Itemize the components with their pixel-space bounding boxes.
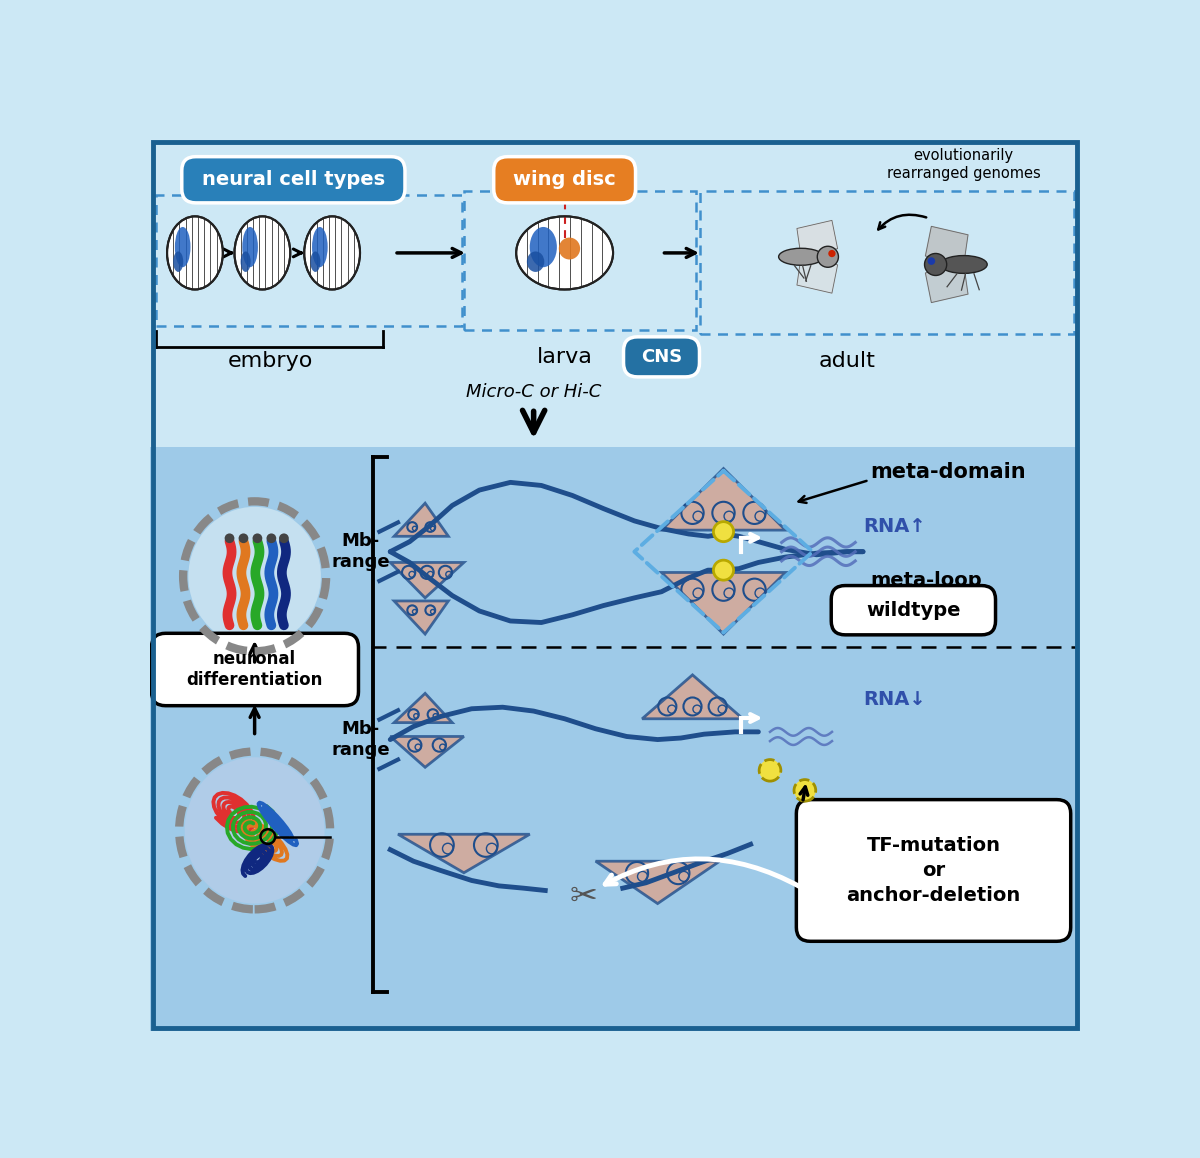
Ellipse shape	[241, 251, 251, 272]
FancyBboxPatch shape	[181, 156, 404, 203]
Bar	[150, 139, 1080, 449]
Circle shape	[817, 247, 839, 267]
Text: wing disc: wing disc	[514, 170, 616, 189]
Polygon shape	[925, 264, 968, 302]
Text: Mb-
range: Mb- range	[331, 533, 390, 571]
Polygon shape	[398, 834, 529, 873]
Text: wildtype: wildtype	[866, 601, 961, 620]
Text: larva: larva	[536, 347, 593, 367]
Polygon shape	[797, 257, 838, 293]
Circle shape	[224, 534, 234, 543]
Text: adult: adult	[820, 351, 876, 371]
Text: meta-loop: meta-loop	[871, 571, 983, 589]
Ellipse shape	[941, 256, 988, 273]
Text: evolutionarily
rearranged genomes: evolutionarily rearranged genomes	[887, 148, 1040, 181]
Ellipse shape	[527, 251, 545, 272]
Polygon shape	[925, 226, 968, 264]
Ellipse shape	[167, 217, 223, 290]
Polygon shape	[797, 220, 838, 257]
Text: TF-mutation
or
anchor-deletion: TF-mutation or anchor-deletion	[846, 836, 1021, 904]
Polygon shape	[394, 504, 449, 536]
FancyBboxPatch shape	[832, 586, 996, 635]
FancyBboxPatch shape	[151, 633, 359, 705]
Text: CNS: CNS	[641, 347, 682, 366]
Circle shape	[928, 257, 935, 265]
Polygon shape	[661, 572, 786, 635]
Ellipse shape	[242, 227, 258, 267]
Text: embryo: embryo	[228, 351, 313, 371]
Bar	[156, 196, 462, 327]
Ellipse shape	[173, 251, 184, 272]
Circle shape	[266, 534, 276, 543]
Ellipse shape	[529, 227, 557, 267]
Polygon shape	[394, 601, 449, 635]
Bar	[701, 191, 1074, 334]
Polygon shape	[642, 675, 743, 719]
Ellipse shape	[175, 227, 191, 267]
Text: Mb-
range: Mb- range	[331, 720, 390, 758]
Circle shape	[252, 534, 263, 543]
Circle shape	[714, 521, 733, 542]
Ellipse shape	[305, 217, 360, 290]
FancyBboxPatch shape	[493, 156, 636, 203]
Circle shape	[924, 254, 947, 276]
Polygon shape	[661, 469, 786, 530]
Ellipse shape	[311, 251, 320, 272]
Ellipse shape	[559, 237, 580, 259]
Circle shape	[280, 534, 289, 543]
Text: RNA↓: RNA↓	[863, 690, 925, 709]
Ellipse shape	[188, 507, 320, 646]
Circle shape	[794, 779, 816, 801]
Circle shape	[828, 250, 835, 257]
Polygon shape	[390, 736, 464, 768]
Circle shape	[239, 534, 248, 543]
Text: meta-domain: meta-domain	[871, 462, 1026, 483]
Ellipse shape	[185, 757, 324, 903]
FancyArrowPatch shape	[743, 534, 758, 542]
Bar	[464, 191, 696, 330]
Text: neural cell types: neural cell types	[202, 170, 385, 189]
Text: neuronal
differentiation: neuronal differentiation	[186, 650, 323, 689]
Polygon shape	[394, 694, 452, 723]
FancyArrowPatch shape	[522, 410, 545, 433]
Ellipse shape	[516, 217, 613, 290]
FancyBboxPatch shape	[797, 800, 1070, 941]
Text: Micro-C or Hi-C: Micro-C or Hi-C	[466, 382, 601, 401]
Text: RNA↑: RNA↑	[863, 516, 925, 536]
Ellipse shape	[312, 227, 328, 267]
Polygon shape	[390, 563, 464, 598]
FancyArrowPatch shape	[743, 714, 758, 721]
FancyBboxPatch shape	[624, 337, 700, 376]
Polygon shape	[595, 862, 720, 903]
Ellipse shape	[234, 217, 290, 290]
Circle shape	[714, 560, 733, 580]
Circle shape	[760, 760, 781, 782]
Ellipse shape	[779, 248, 823, 265]
Bar	[150, 447, 1080, 1031]
Text: ✂: ✂	[570, 879, 598, 913]
